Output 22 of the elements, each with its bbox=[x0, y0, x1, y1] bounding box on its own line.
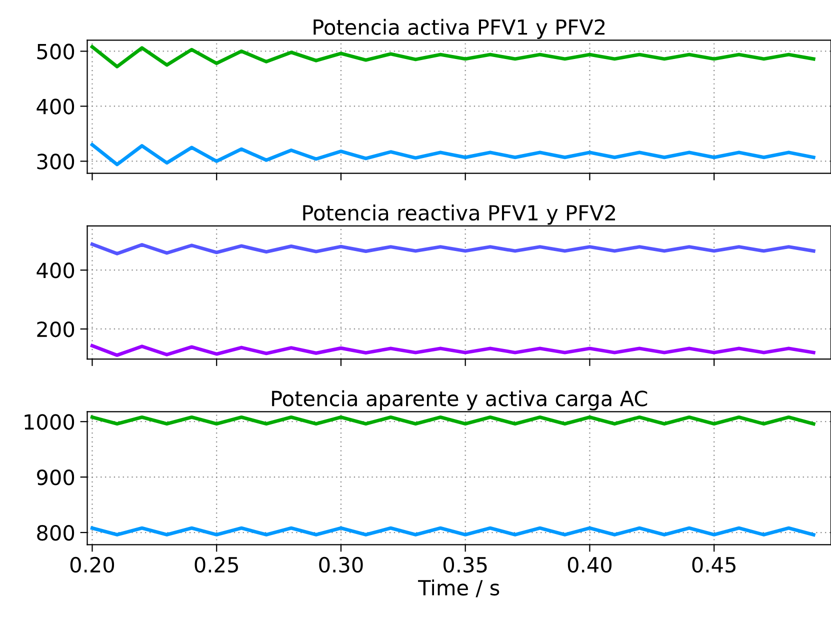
line-series bbox=[90, 142, 816, 166]
y-tick-label: 500 bbox=[37, 44, 74, 60]
y-tick-label: 200 bbox=[37, 321, 74, 338]
line-series bbox=[90, 45, 816, 68]
line-series bbox=[90, 242, 816, 256]
y-tick-label: 300 bbox=[37, 154, 74, 170]
y-tick-label: 900 bbox=[36, 470, 74, 486]
y-tick-label: 400 bbox=[36, 98, 74, 114]
y-tick-label: 1000 bbox=[24, 414, 74, 430]
chart-title: Potencia reactiva PFV1 y PFV2 bbox=[303, 204, 615, 225]
line-series bbox=[90, 344, 816, 357]
y-tick-label: 400 bbox=[36, 262, 74, 278]
chart-title: Potencia aparente y activa carga AC bbox=[272, 390, 648, 410]
x-tick-label: 0.30 bbox=[319, 556, 363, 573]
y-tick-label: 800 bbox=[37, 524, 74, 541]
x-tick-label: 0.35 bbox=[444, 556, 487, 573]
chart-title: Potencia activa PFV1 y PFV2 bbox=[314, 18, 605, 40]
x-tick-label: 0.45 bbox=[692, 556, 736, 573]
x-tick-label: 0.40 bbox=[568, 556, 612, 573]
x-axis-title: Time / s bbox=[418, 579, 500, 598]
x-tick-label: 0.20 bbox=[70, 556, 114, 573]
x-tick-label: 0.25 bbox=[194, 556, 238, 573]
